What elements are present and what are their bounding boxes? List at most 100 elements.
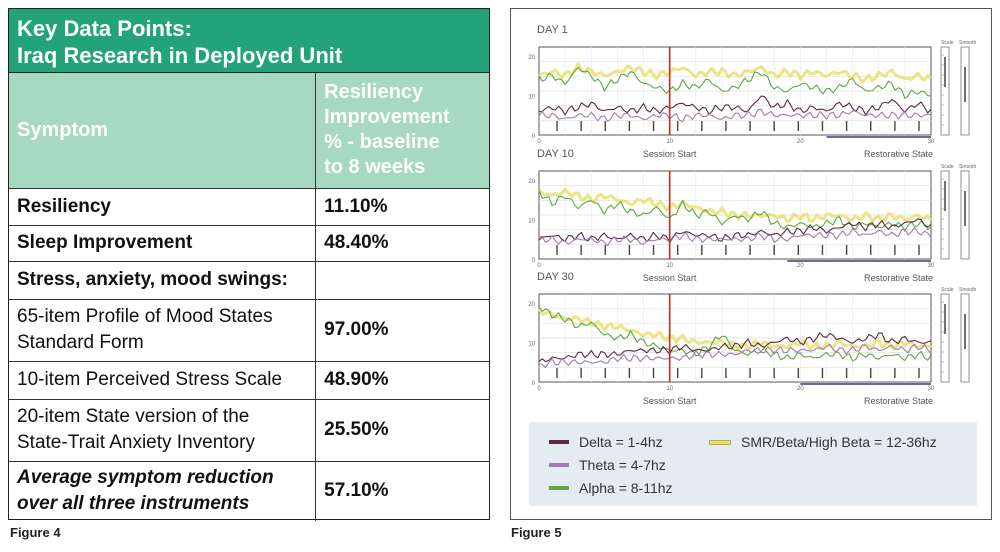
row-label-line-1: 20-item State version of the (17, 406, 250, 427)
x-tick-label: 10 (666, 263, 673, 269)
row-value: 57.10% (315, 460, 489, 521)
series-line-alpha (538, 66, 932, 100)
session-start-label: Session Start (643, 396, 697, 406)
table-header-row: Symptom Resiliency Improvement % - basel… (9, 73, 489, 189)
x-tick-label: 0 (537, 263, 541, 269)
series-line-delta (538, 218, 932, 243)
header-line-2: Improvement (324, 106, 450, 129)
table-row: Average symptom reduction over all three… (9, 460, 489, 521)
scale-label: Scale (941, 164, 954, 170)
series-line-smrbetahigh (538, 62, 932, 84)
chart-3: DAY 30 0 10 20 0 10 20 30 Session Start Restorati… (528, 271, 976, 406)
chart-title: DAY 30 (537, 271, 574, 283)
scale-label: Scale (941, 40, 954, 46)
session-start-label: Session Start (643, 149, 697, 159)
row-label-line-2: State-Trait Anxiety Inventory (17, 432, 255, 453)
figure-5-chart-panel: DAY 1 0 10 20 0 10 20 30 Session Start Restorativ… (510, 8, 992, 520)
row-value: 48.40% (315, 224, 489, 262)
x-tick-label: 20 (797, 386, 804, 392)
row-label: Sleep Improvement (9, 224, 317, 262)
series-line-delta (538, 95, 932, 116)
table-title-line-1: Key Data Points: (17, 16, 192, 41)
x-tick-label: 20 (797, 139, 804, 145)
series-line-alpha (538, 189, 932, 232)
chart-2: DAY 10 0 10 20 0 10 20 30 Session Start Restorati… (528, 148, 976, 283)
header-line-4: to 8 weeks (324, 156, 426, 179)
row-value: 25.50% (315, 398, 489, 462)
header-symptom: Symptom (9, 73, 317, 189)
smooth-bar (960, 293, 970, 383)
smooth-bar (960, 46, 970, 136)
smooth-label: Smooth (959, 40, 976, 46)
table-row: 10-item Perceived Stress Scale 48.90% (9, 360, 489, 400)
figure-4-table-panel: Key Data Points: Iraq Research in Deploy… (8, 8, 490, 521)
row-label: Stress, anxiety, mood swings: (9, 260, 317, 300)
row-value (315, 260, 489, 300)
row-label: Average symptom reduction over all three… (9, 460, 317, 521)
series-line-smrbetahigh (537, 307, 932, 352)
x-tick-label: 30 (928, 139, 935, 145)
table-title-line-2: Iraq Research in Deployed Unit (17, 43, 343, 68)
scale-bar (940, 170, 950, 260)
table-row: Resiliency 11.10% (9, 187, 489, 226)
restorative-state-label: Restorative State (864, 273, 933, 283)
smooth-bar (960, 170, 970, 260)
restorative-state-label: Restorative State (864, 396, 933, 406)
header-line-1: Resiliency (324, 81, 424, 104)
session-start-label: Session Start (643, 273, 697, 283)
key-data-table: Symptom Resiliency Improvement % - basel… (9, 73, 489, 521)
series-line-theta (538, 343, 932, 369)
series-line-alpha (538, 306, 932, 362)
series-line-delta (538, 332, 932, 363)
legend-item-alpha: Alpha = 8-11hz (549, 480, 673, 496)
row-label: 65-item Profile of Mood States Standard … (9, 298, 317, 362)
row-value: 11.10% (315, 187, 489, 226)
series-line-smrbetahigh (537, 187, 933, 224)
smooth-label: Smooth (959, 287, 976, 293)
row-value: 48.90% (315, 360, 489, 400)
y-tick-label: 20 (528, 55, 535, 61)
table-row: Stress, anxiety, mood swings: (9, 260, 489, 300)
scale-bar (940, 293, 950, 383)
x-tick-label: 30 (928, 386, 935, 392)
row-label: 20-item State version of the State-Trait… (9, 398, 317, 462)
series-line-theta (538, 226, 932, 247)
legend-swatch-smr-beta (709, 439, 731, 445)
x-tick-label: 0 (537, 139, 541, 145)
legend-label-delta: Delta = 1-4hz (579, 434, 663, 450)
legend-item-smr-beta: SMR/Beta/High Beta = 12-36hz (709, 434, 937, 450)
legend-item-delta: Delta = 1-4hz (549, 434, 663, 450)
scale-label: Scale (941, 287, 954, 293)
y-tick-label: 20 (528, 302, 535, 308)
chart-legend: Delta = 1-4hz SMR/Beta/High Beta = 12-36… (529, 422, 977, 506)
header-line-3: % - baseline (324, 131, 440, 154)
x-tick-label: 10 (666, 386, 673, 392)
table-title: Key Data Points: Iraq Research in Deploy… (9, 9, 489, 73)
row-label-line-1: Average symptom reduction (17, 467, 274, 489)
table-row: Sleep Improvement 48.40% (9, 224, 489, 262)
y-tick-label: 0 (532, 134, 536, 140)
scale-bar (940, 46, 950, 136)
y-tick-label: 0 (532, 381, 536, 387)
smooth-label: Smooth (959, 164, 976, 170)
x-tick-label: 20 (797, 263, 804, 269)
chart-title: DAY 10 (537, 148, 574, 160)
chart-title: DAY 1 (537, 24, 568, 36)
series-line-theta (538, 108, 932, 123)
y-tick-label: 10 (528, 218, 535, 224)
table-row: 65-item Profile of Mood States Standard … (9, 298, 489, 362)
row-value: 97.00% (315, 298, 489, 362)
legend-swatch-delta (549, 440, 569, 444)
row-label-line-1: 65-item Profile of Mood States (17, 306, 273, 327)
y-tick-label: 10 (528, 94, 535, 100)
legend-item-theta: Theta = 4-7hz (549, 457, 666, 473)
header-resiliency-improvement: Resiliency Improvement % - baseline to 8… (315, 73, 489, 189)
row-label-line-2: over all three instruments (17, 493, 250, 515)
legend-label-alpha: Alpha = 8-11hz (579, 480, 673, 496)
legend-label-smr-beta: SMR/Beta/High Beta = 12-36hz (741, 434, 937, 450)
y-tick-label: 0 (532, 258, 536, 264)
legend-label-theta: Theta = 4-7hz (579, 457, 666, 473)
y-tick-label: 10 (528, 341, 535, 347)
